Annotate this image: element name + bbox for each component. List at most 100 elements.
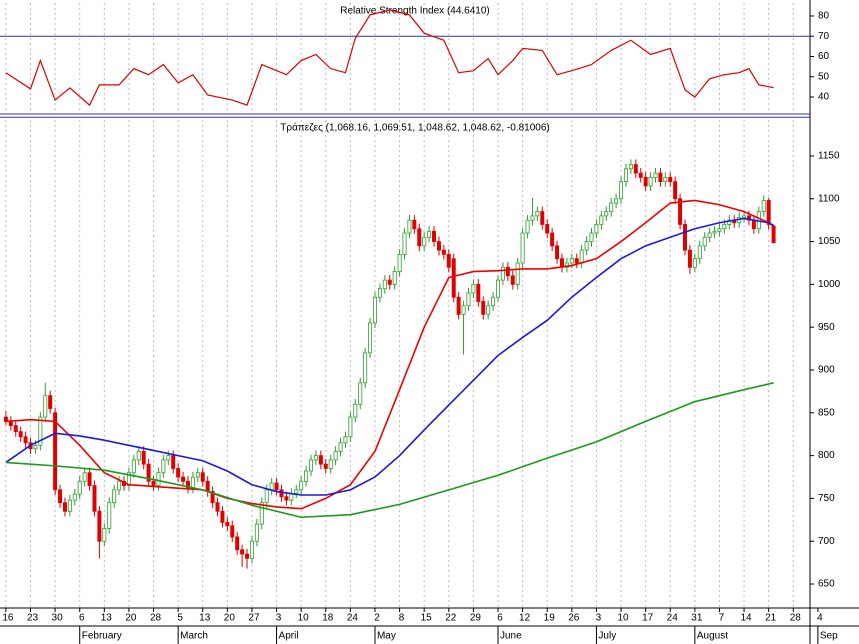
x-tick-label: 28 — [150, 613, 162, 624]
candle-body — [363, 352, 368, 384]
candle-body — [333, 450, 338, 461]
candle-body — [62, 502, 67, 512]
candle-body — [515, 262, 520, 285]
y-tick-label: 60 — [818, 51, 830, 62]
month-label: May — [377, 631, 396, 642]
candle-body — [38, 416, 43, 446]
month-label: August — [697, 631, 728, 642]
x-tick-label: 10 — [298, 613, 310, 624]
candle-body — [466, 292, 471, 307]
y-tick-label: 40 — [818, 92, 830, 103]
x-tick-label: 26 — [568, 613, 580, 624]
candle-body — [510, 275, 515, 285]
candle-body — [604, 211, 609, 217]
candle-body — [205, 480, 210, 492]
candle-body — [166, 455, 171, 461]
line — [5, 382, 774, 519]
candle-body — [92, 485, 97, 512]
candle-body — [161, 459, 166, 474]
y-tick-label: 750 — [818, 493, 835, 504]
candle-body — [491, 296, 496, 307]
candle-body — [107, 502, 112, 529]
candle-body — [619, 181, 624, 200]
chart-title: Τράπεζες (1,068.16, 1,069.51, 1,048.62, … — [280, 122, 549, 134]
x-tick-label: 4 — [817, 613, 823, 624]
x-tick-label: 16 — [2, 613, 14, 624]
candle-body — [771, 225, 776, 244]
candle-body — [397, 254, 402, 272]
candle-body — [486, 305, 491, 315]
candle-body — [717, 228, 722, 232]
candle-body — [742, 215, 747, 219]
candle-body — [422, 236, 427, 247]
candle-body — [299, 480, 304, 491]
candle-body — [564, 262, 569, 268]
candle-body — [358, 382, 363, 405]
candle-body — [505, 266, 510, 277]
candle-body — [58, 489, 63, 504]
candle-body — [18, 431, 23, 438]
candle-body — [476, 283, 481, 302]
candle-body — [678, 198, 683, 225]
candle-body — [520, 232, 525, 264]
x-tick-label: 20 — [125, 613, 137, 624]
candle-body — [648, 176, 653, 187]
candle-body — [722, 224, 727, 230]
candle-body — [382, 279, 387, 290]
x-tick-label: 13 — [101, 613, 113, 624]
candle-body — [264, 489, 269, 504]
candle-body — [436, 241, 441, 251]
candle-body — [456, 296, 461, 315]
candle-body — [190, 476, 195, 489]
candle-body — [555, 245, 560, 260]
x-tick-label: 5 — [177, 613, 183, 624]
candle-body — [176, 468, 181, 478]
candle-body — [432, 230, 437, 242]
candle-body — [304, 470, 309, 482]
candle-body — [259, 502, 264, 525]
candle-body — [427, 230, 432, 238]
candle-body — [353, 403, 358, 418]
candle-body — [323, 463, 328, 469]
candle-body — [102, 527, 107, 542]
candle-body — [599, 215, 604, 225]
candle-body — [584, 241, 589, 251]
candle-body — [67, 499, 72, 512]
candle-body — [751, 219, 756, 230]
candle-body — [141, 450, 146, 465]
candle-body — [294, 489, 299, 494]
month-label: March — [180, 631, 208, 642]
candle-body — [683, 224, 688, 251]
candle-body — [215, 502, 220, 512]
candle-body — [638, 172, 643, 178]
candle-body — [550, 232, 555, 247]
y-tick-label: 1050 — [818, 236, 841, 247]
candle-body — [200, 472, 205, 482]
candle-body — [309, 459, 314, 472]
candle-body — [412, 219, 417, 230]
x-tick-label: 18 — [322, 613, 334, 624]
candle-body — [131, 459, 136, 474]
y-tick-label: 900 — [818, 365, 835, 376]
candle-body — [43, 395, 48, 418]
x-tick-label: 24 — [667, 613, 679, 624]
y-tick-label: 1000 — [818, 279, 841, 290]
x-tick-label: 24 — [347, 613, 359, 624]
candle-body — [82, 472, 87, 482]
month-label: April — [279, 631, 299, 642]
candle-body — [136, 450, 141, 461]
candle-body — [471, 283, 476, 294]
candle-body — [402, 232, 407, 255]
candle-body — [220, 510, 225, 523]
x-tick-label: 6 — [497, 613, 503, 624]
month-label: June — [500, 631, 522, 642]
x-tick-label: 15 — [421, 613, 433, 624]
y-tick-label: 950 — [818, 322, 835, 333]
candle-body — [481, 301, 486, 315]
x-tick-label: 22 — [445, 613, 457, 624]
candle-body — [195, 472, 200, 478]
candle-body — [628, 164, 633, 170]
candle-body — [279, 489, 284, 498]
candle-body — [697, 245, 702, 260]
x-tick-label: 17 — [642, 613, 654, 624]
